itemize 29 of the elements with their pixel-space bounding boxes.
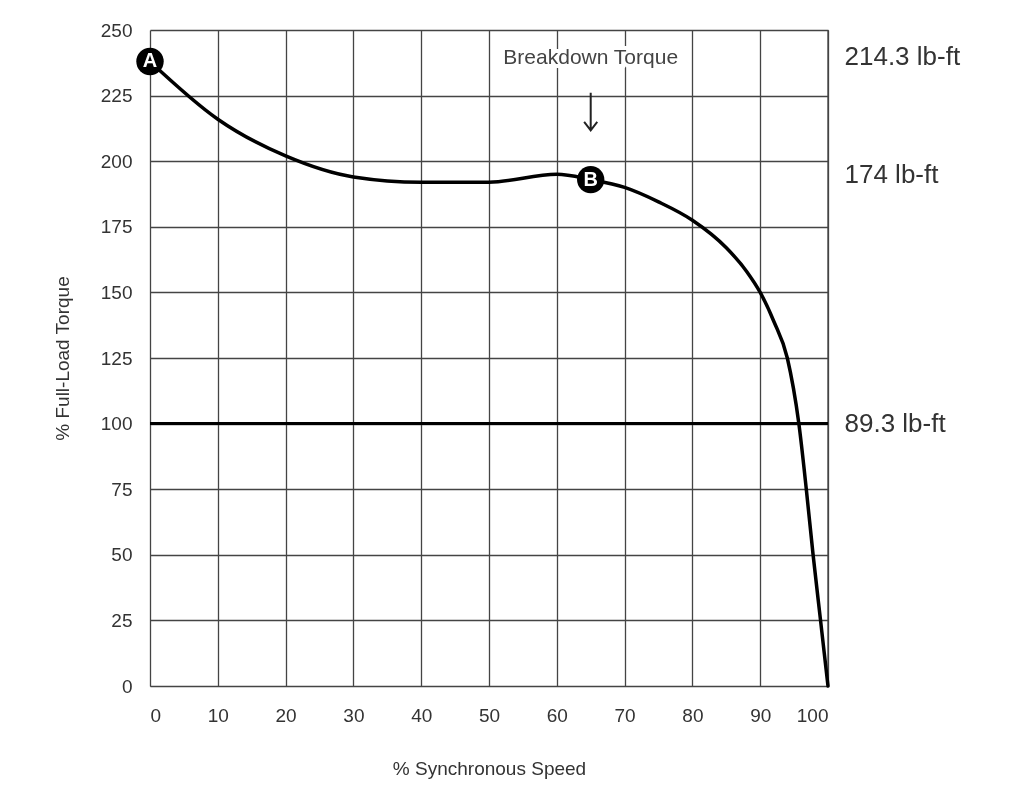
y-tick-label: 100 [100, 413, 133, 435]
y-tick-label: 225 [100, 85, 133, 107]
y-tick-label: 200 [100, 150, 133, 172]
y-tick-label: 250 [100, 19, 133, 41]
y2-tick-label: 89.3 lb-ft [844, 408, 947, 439]
y-tick-label: 0 [121, 675, 133, 697]
x-tick-label: 90 [750, 704, 772, 726]
y-tick-label: 50 [111, 544, 133, 566]
x-tick-label: 20 [275, 704, 297, 726]
y2-tick-label: 174 lb-ft [844, 159, 940, 190]
x-tick-label: 80 [682, 704, 704, 726]
annotation: A [142, 49, 158, 72]
x-axis-title: % Synchronous Speed [392, 757, 587, 779]
y-tick-label: 25 [111, 609, 133, 631]
x-tick-label: 40 [411, 704, 433, 726]
y2-tick-label: 214.3 lb-ft [844, 40, 961, 71]
x-tick-label: 0 [150, 704, 162, 726]
y-axis-title: % Full-Load Torque [51, 276, 73, 441]
annotation: B [583, 167, 598, 190]
y-tick-label: 175 [100, 216, 133, 238]
y-tick-label: 150 [100, 281, 133, 303]
y-tick-label: 75 [111, 478, 133, 500]
x-tick-label: 30 [343, 704, 365, 726]
x-tick-label: 60 [546, 704, 568, 726]
x-tick-label: 100 [796, 704, 829, 726]
x-tick-label: 50 [478, 704, 501, 726]
x-tick-label: 10 [207, 704, 229, 726]
x-tick-label: 70 [614, 704, 636, 726]
y-tick-label: 125 [100, 347, 133, 369]
